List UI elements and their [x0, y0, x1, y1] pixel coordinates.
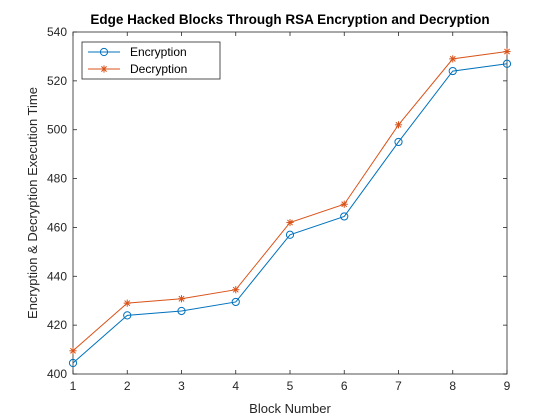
data-point-encryption — [231, 297, 240, 307]
x-axis-label: Block Number — [249, 401, 331, 416]
data-point-encryption — [340, 212, 349, 221]
legend-label-decryption: Decryption — [130, 62, 187, 76]
legend-label-encryption: Encryption — [130, 45, 187, 59]
legend: Encryption Decryption — [81, 41, 221, 80]
y-tick-label: 520 — [47, 74, 67, 88]
data-point-decryption — [177, 295, 186, 303]
data-point-decryption — [449, 55, 457, 63]
y-tick-label: 440 — [47, 269, 67, 283]
data-point-encryption — [123, 311, 132, 320]
x-tick-label: 8 — [449, 379, 456, 393]
plot-area — [73, 32, 507, 374]
y-tick-label: 420 — [47, 318, 67, 332]
x-tick-label: 6 — [341, 379, 348, 393]
x-tick-label: 7 — [395, 379, 402, 393]
y-tick-label: 460 — [47, 220, 67, 234]
data-point-decryption — [69, 347, 77, 355]
x-tick-label: 9 — [504, 379, 511, 393]
data-point-decryption — [503, 47, 511, 56]
y-axis-label: Encryption & Decryption Execution Time — [25, 87, 40, 319]
y-tick-label: 540 — [47, 25, 67, 39]
data-point-encryption — [502, 59, 512, 68]
legend-marker-decryption — [100, 65, 108, 73]
data-point-decryption — [286, 218, 294, 227]
y-tick-label: 480 — [47, 172, 67, 186]
data-point-encryption — [68, 358, 78, 368]
data-point-decryption — [394, 121, 403, 129]
x-tick-label: 1 — [70, 379, 77, 393]
x-tick-label: 3 — [178, 379, 185, 393]
data-point-decryption — [123, 299, 131, 307]
x-tick-label: 2 — [124, 379, 131, 393]
axes: 1 2 3 4 5 6 7 8 9 400 420 440 460 480 500 520 540 — [47, 25, 511, 393]
data-point-decryption — [232, 286, 240, 294]
y-tick-label: 400 — [47, 367, 67, 381]
series-layer — [68, 47, 512, 368]
legend-marker-encryption — [99, 47, 109, 57]
chart-title: Edge Hacked Blocks Through RSA Encryptio… — [90, 12, 489, 27]
data-point-decryption — [340, 200, 348, 208]
x-tick-label: 4 — [232, 379, 239, 393]
data-point-encryption — [285, 230, 295, 239]
y-tick-label: 500 — [47, 123, 67, 137]
data-point-encryption — [177, 306, 186, 316]
data-point-encryption — [394, 137, 403, 147]
x-tick-label: 5 — [287, 379, 294, 393]
series-line-encryption — [72, 63, 508, 364]
data-point-encryption — [448, 66, 457, 76]
